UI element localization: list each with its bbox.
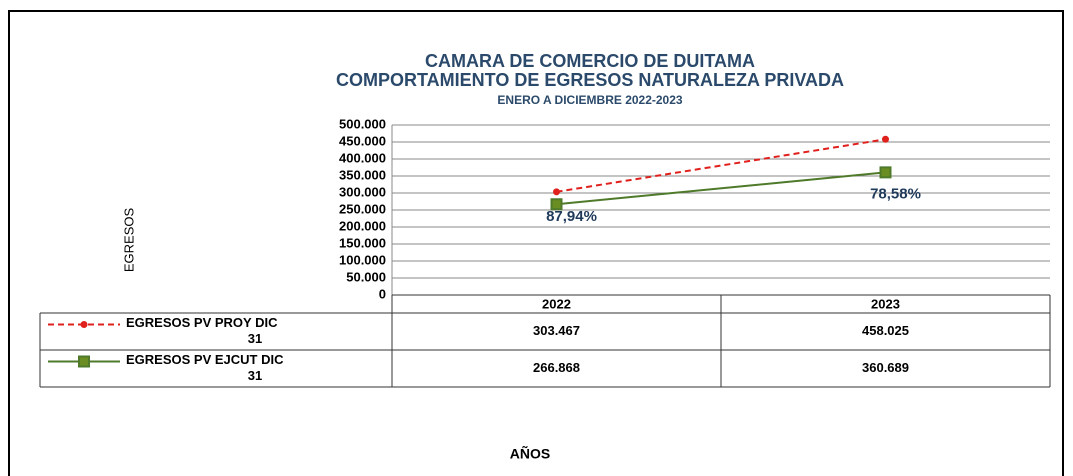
- y-tick-label: 50.000: [346, 269, 386, 284]
- point: [882, 135, 889, 143]
- y-tick-label: 400.000: [339, 150, 386, 165]
- y-tick-label: 350.000: [339, 167, 386, 182]
- table-value: 458.025: [862, 323, 909, 338]
- legend-label: EGRESOS PV PROY DIC: [126, 315, 278, 330]
- y-tick-label: 100.000: [339, 252, 386, 267]
- chart-subtitle: COMPORTAMIENTO DE EGRESOS NATURALEZA PRI…: [336, 70, 844, 90]
- table-value: 303.467: [533, 323, 580, 338]
- y-tick-label: 250.000: [339, 201, 386, 216]
- x-axis-label: AÑOS: [510, 445, 550, 462]
- series-line: [556, 171, 886, 206]
- y-tick-label: 150.000: [339, 235, 386, 250]
- legend-label: EGRESOS PV EJCUT DIC: [126, 352, 284, 367]
- y-axis-label: EGRESOS: [121, 208, 136, 273]
- y-tick-label: 0: [379, 286, 386, 301]
- y-tick-label: 200.000: [339, 218, 386, 233]
- chart-period: ENERO A DICIEMBRE 2022-2023: [497, 93, 683, 107]
- point: [553, 188, 560, 196]
- frame: [8, 10, 1064, 476]
- data-label: 78,58%: [870, 185, 921, 202]
- y-tick-label: 300.000: [339, 184, 386, 199]
- point: [550, 198, 563, 211]
- table-value: 266.868: [533, 360, 580, 375]
- x-tick-label: 2022: [542, 296, 571, 311]
- point: [879, 166, 892, 179]
- series-line: [556, 138, 886, 193]
- legend-marker: [80, 321, 88, 328]
- legend-label: 31: [248, 368, 262, 383]
- table-value: 360.689: [862, 360, 909, 375]
- data-label: 87,94%: [546, 208, 597, 225]
- legend-label: 31: [248, 331, 262, 346]
- y-tick-label: 450.000: [339, 133, 386, 148]
- x-tick-label: 2023: [871, 296, 900, 311]
- y-tick-label: 500.000: [339, 116, 386, 131]
- chart-title: CAMARA DE COMERCIO DE DUITAMA: [425, 51, 755, 71]
- legend-marker: [78, 355, 90, 368]
